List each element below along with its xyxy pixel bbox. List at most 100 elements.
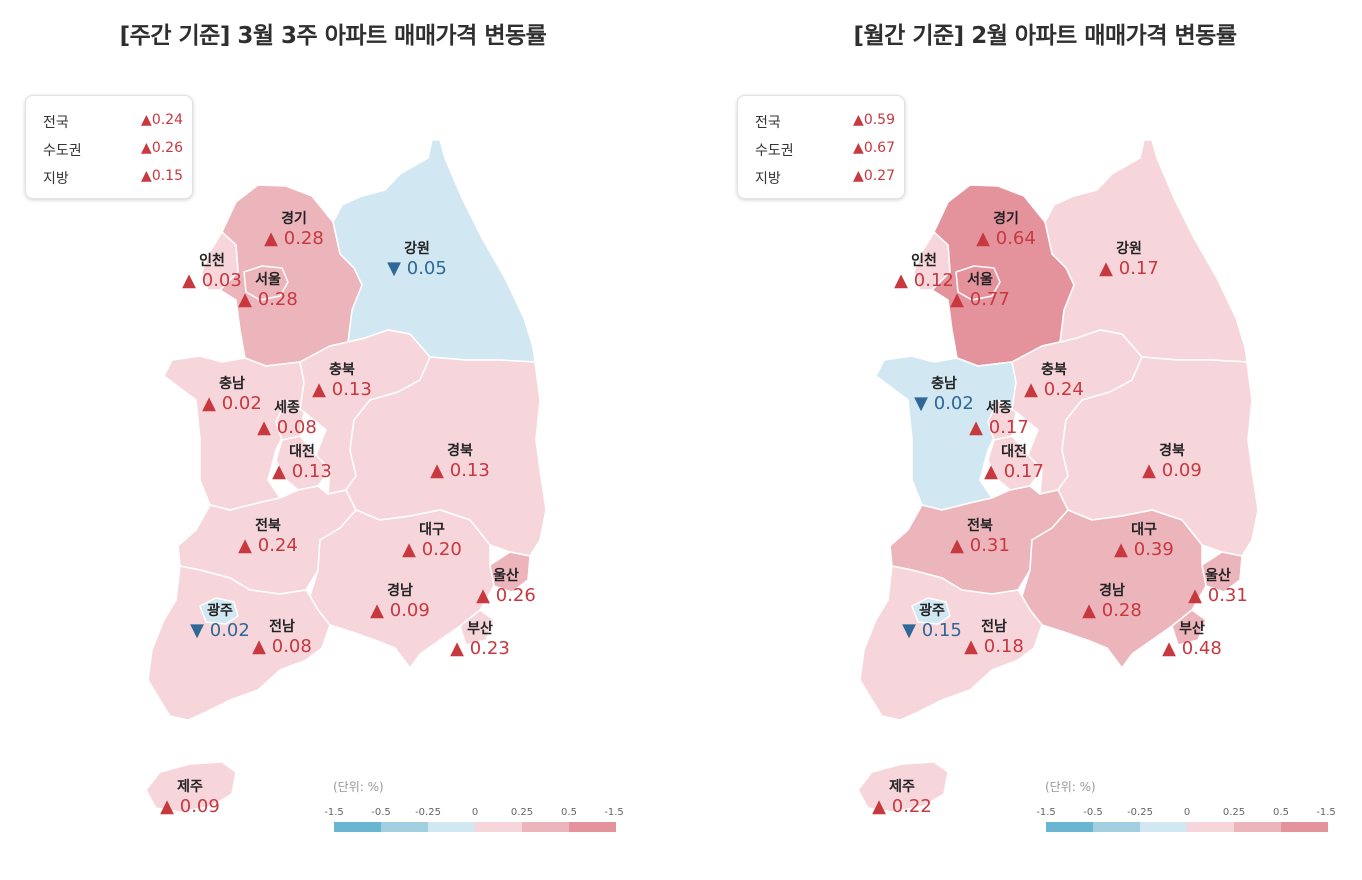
legend-segment xyxy=(1234,822,1281,832)
region-name: 대전 xyxy=(1001,444,1027,460)
region-name: 대전 xyxy=(289,444,315,460)
label-gwangju: 광주 ▼ 0.02 xyxy=(175,602,265,642)
region-incheon[interactable] xyxy=(913,231,951,291)
region-seoul[interactable] xyxy=(955,265,1001,301)
region-name: 강원 xyxy=(404,241,430,257)
summary-value: ▲0.24 xyxy=(141,112,183,128)
region-value: ▲ 0.08 xyxy=(252,636,312,657)
region-name: 충북 xyxy=(329,362,355,378)
label-sejong: 세종 ▲ 0.17 xyxy=(954,399,1044,439)
label-gyeonggi: 경기 ▲ 0.64 xyxy=(961,210,1051,250)
region-name: 경남 xyxy=(387,583,413,599)
region-value: ▼ 0.02 xyxy=(914,393,974,414)
legend-segment xyxy=(522,822,569,832)
region-value: ▲ 0.22 xyxy=(872,796,932,817)
region-value: ▲ 0.12 xyxy=(894,270,954,291)
region-incheon[interactable] xyxy=(201,231,239,291)
legend-color-bar xyxy=(1046,822,1328,832)
label-ulsan: 울산 ▲ 0.31 xyxy=(1173,567,1263,607)
legend-tick: -1.5 xyxy=(1316,807,1336,818)
monthly-panel: [월간 기준] 2월 아파트 매매가격 변동률 전국 ▲0.59 xyxy=(712,0,1362,880)
summary-row-capital: 수도권 ▲0.67 xyxy=(755,140,895,160)
summary-row-provinces: 지방 ▲0.15 xyxy=(43,168,183,188)
region-value: ▲ 0.02 xyxy=(202,393,262,414)
legend-segment xyxy=(569,822,616,832)
region-value: ▲ 0.28 xyxy=(1082,600,1142,621)
region-name: 울산 xyxy=(1205,568,1231,584)
region-value: ▲ 0.48 xyxy=(1162,638,1222,659)
monthly-korea-map xyxy=(857,139,1259,813)
label-gyeongbuk: 경북 ▲ 0.13 xyxy=(415,442,505,482)
region-name: 경기 xyxy=(993,211,1019,227)
region-name: 대구 xyxy=(419,522,445,538)
region-value: ▲ 0.24 xyxy=(238,535,298,556)
region-value: ▲ 0.09 xyxy=(160,796,220,817)
region-name: 인천 xyxy=(911,253,937,269)
label-gangwon: 강원 ▲ 0.17 xyxy=(1084,240,1174,280)
region-value: ▲ 0.17 xyxy=(1099,258,1159,279)
legend-segment xyxy=(1281,822,1328,832)
region-value: ▲ 0.17 xyxy=(984,461,1044,482)
summary-row-national: 전국 ▲0.24 xyxy=(43,112,183,132)
legend-tick: -1.5 xyxy=(324,807,344,818)
region-name: 세종 xyxy=(274,400,300,416)
label-chungbuk: 충북 ▲ 0.24 xyxy=(1009,361,1099,401)
region-name: 전북 xyxy=(967,518,993,534)
legend-segment xyxy=(1140,822,1187,832)
legend-segment xyxy=(428,822,475,832)
label-busan: 부산 ▲ 0.23 xyxy=(435,620,525,660)
summary-name: 수도권 xyxy=(755,143,794,159)
weekly-korea-map xyxy=(145,139,547,813)
region-jeonnam[interactable] xyxy=(147,565,331,721)
summary-name: 지방 xyxy=(755,171,781,187)
legend-segment xyxy=(1046,822,1093,832)
region-busan[interactable] xyxy=(459,609,495,646)
region-gwangju[interactable] xyxy=(199,597,239,625)
region-value: ▲ 0.23 xyxy=(450,638,510,659)
summary-row-national: 전국 ▲0.59 xyxy=(755,112,895,132)
monthly-summary-box: 전국 ▲0.59 수도권 ▲0.67 지방 ▲0.27 xyxy=(737,95,905,199)
region-name: 전북 xyxy=(255,518,281,534)
summary-value: ▲0.27 xyxy=(853,168,895,184)
summary-row-capital: 수도권 ▲0.26 xyxy=(43,140,183,160)
weekly-panel: [주간 기준] 3월 3주 아파트 매매가격 변동률 전국 ▲0.24 xyxy=(25,23,624,832)
region-jeju[interactable] xyxy=(857,761,949,813)
region-busan[interactable] xyxy=(1171,609,1207,646)
region-name: 세종 xyxy=(986,400,1012,416)
summary-row-provinces: 지방 ▲0.27 xyxy=(755,168,895,188)
region-name: 강원 xyxy=(1116,241,1142,257)
region-value: ▲ 0.09 xyxy=(1142,460,1202,481)
legend-segment xyxy=(381,822,428,832)
label-jeju: 제주 ▲ 0.09 xyxy=(145,778,235,818)
label-jeonnam: 전남 ▲ 0.08 xyxy=(237,618,327,658)
summary-name: 전국 xyxy=(43,115,69,131)
region-seoul[interactable] xyxy=(243,265,289,301)
label-chungbuk: 충북 ▲ 0.13 xyxy=(297,361,387,401)
label-seoul: 서울 ▲ 0.77 xyxy=(935,271,1025,311)
label-incheon: 인천 ▲ 0.12 xyxy=(879,252,969,292)
region-name: 서울 xyxy=(255,272,281,288)
legend-tick: -0.25 xyxy=(415,807,441,818)
summary-value: ▲0.15 xyxy=(141,168,183,184)
legend-color-bar xyxy=(334,822,616,832)
legend-tick: -1.5 xyxy=(604,807,624,818)
region-name: 대구 xyxy=(1131,522,1157,538)
region-value: ▲ 0.31 xyxy=(1188,585,1248,606)
region-name: 광주 xyxy=(919,603,945,619)
legend-segment xyxy=(475,822,522,832)
label-sejong: 세종 ▲ 0.08 xyxy=(242,399,332,439)
region-jeonnam[interactable] xyxy=(859,565,1043,721)
label-jeonbuk: 전북 ▲ 0.31 xyxy=(935,517,1025,557)
region-gwangju[interactable] xyxy=(911,597,951,625)
region-name: 부산 xyxy=(467,621,493,637)
region-value: ▲ 0.20 xyxy=(402,539,462,560)
region-value: ▼ 0.05 xyxy=(387,258,447,279)
label-daejeon: 대전 ▲ 0.17 xyxy=(969,443,1059,483)
region-name: 울산 xyxy=(493,568,519,584)
region-jeju[interactable] xyxy=(145,761,237,813)
legend-tick: -0.25 xyxy=(1127,807,1153,818)
legend-tick: 0.5 xyxy=(561,807,577,818)
region-value: ▲ 0.13 xyxy=(312,379,372,400)
label-jeonnam: 전남 ▲ 0.18 xyxy=(949,618,1039,658)
region-value: ▲ 0.13 xyxy=(430,460,490,481)
